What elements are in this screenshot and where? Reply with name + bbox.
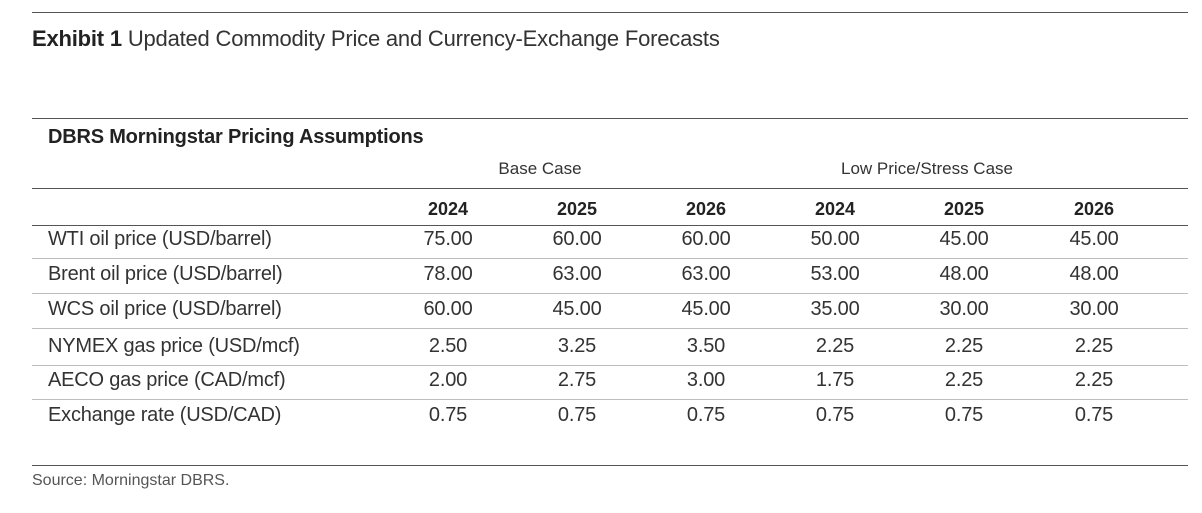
table-cell: 48.00 [939, 263, 989, 285]
table-cell: 3.00 [686, 369, 726, 391]
table-top-rule [32, 118, 1188, 119]
table-cell: 53.00 [810, 263, 860, 285]
table-cell: 75.00 [423, 228, 473, 250]
table-cell: 30.00 [939, 298, 989, 320]
row-label: WTI oil price (USD/barrel) [48, 228, 272, 250]
table-cell: 2.25 [944, 369, 984, 391]
table-cell: 2.25 [944, 335, 984, 357]
table-cell: 45.00 [552, 298, 602, 320]
table-title: DBRS Morningstar Pricing Assumptions [48, 126, 424, 148]
row-label: NYMEX gas price (USD/mcf) [48, 335, 300, 357]
table-cell: 50.00 [810, 228, 860, 250]
exhibit-title-text: Updated Commodity Price and Currency-Exc… [127, 26, 720, 51]
table-cell: 0.75 [1074, 404, 1114, 426]
table-cell: 2.00 [428, 369, 468, 391]
table-cell: 1.75 [815, 369, 855, 391]
column-header-year: 2024 [814, 199, 856, 219]
row-label: Brent oil price (USD/barrel) [48, 263, 283, 285]
table-bottom-rule [32, 465, 1188, 466]
table-cell: 78.00 [423, 263, 473, 285]
column-header-year: 2025 [943, 199, 985, 219]
row-divider [32, 258, 1188, 259]
table-cell: 63.00 [552, 263, 602, 285]
table-cell: 60.00 [681, 228, 731, 250]
exhibit-label: Exhibit 1 [32, 26, 122, 51]
table-cell: 0.75 [557, 404, 597, 426]
column-header-year: 2024 [427, 199, 469, 219]
row-label: AECO gas price (CAD/mcf) [48, 369, 286, 391]
source-note: Source: Morningstar DBRS. [32, 472, 230, 489]
table-cell: 35.00 [810, 298, 860, 320]
table-cell: 45.00 [939, 228, 989, 250]
table-cell: 48.00 [1069, 263, 1119, 285]
table-cell: 2.75 [557, 369, 597, 391]
table-cell: 2.50 [428, 335, 468, 357]
table-cell: 0.75 [428, 404, 468, 426]
group-header-rule [32, 188, 1188, 189]
row-label: Exchange rate (USD/CAD) [48, 404, 282, 426]
table-cell: 30.00 [1069, 298, 1119, 320]
table-cell: 0.75 [944, 404, 984, 426]
row-label: WCS oil price (USD/barrel) [48, 298, 282, 320]
column-header-year: 2025 [556, 199, 598, 219]
table-cell: 63.00 [681, 263, 731, 285]
table-cell: 45.00 [1069, 228, 1119, 250]
top-rule [32, 12, 1188, 13]
table-cell: 60.00 [552, 228, 602, 250]
table-cell: 2.25 [1074, 335, 1114, 357]
group-label-base-case: Base Case [498, 159, 582, 178]
row-divider [32, 399, 1188, 400]
table-cell: 3.25 [557, 335, 597, 357]
exhibit-title: Exhibit 1 Updated Commodity Price and Cu… [32, 26, 720, 52]
row-divider [32, 293, 1188, 294]
table-cell: 2.25 [815, 335, 855, 357]
table-cell: 60.00 [423, 298, 473, 320]
table-cell: 3.50 [686, 335, 726, 357]
column-header-year: 2026 [1073, 199, 1115, 219]
group-label-stress-case: Low Price/Stress Case [841, 159, 1013, 178]
column-header-year: 2026 [685, 199, 727, 219]
table-cell: 0.75 [815, 404, 855, 426]
table-cell: 0.75 [686, 404, 726, 426]
row-divider [32, 365, 1188, 366]
row-divider [32, 328, 1188, 329]
table-cell: 45.00 [681, 298, 731, 320]
table-cell: 2.25 [1074, 369, 1114, 391]
column-header-rule [32, 225, 1188, 226]
